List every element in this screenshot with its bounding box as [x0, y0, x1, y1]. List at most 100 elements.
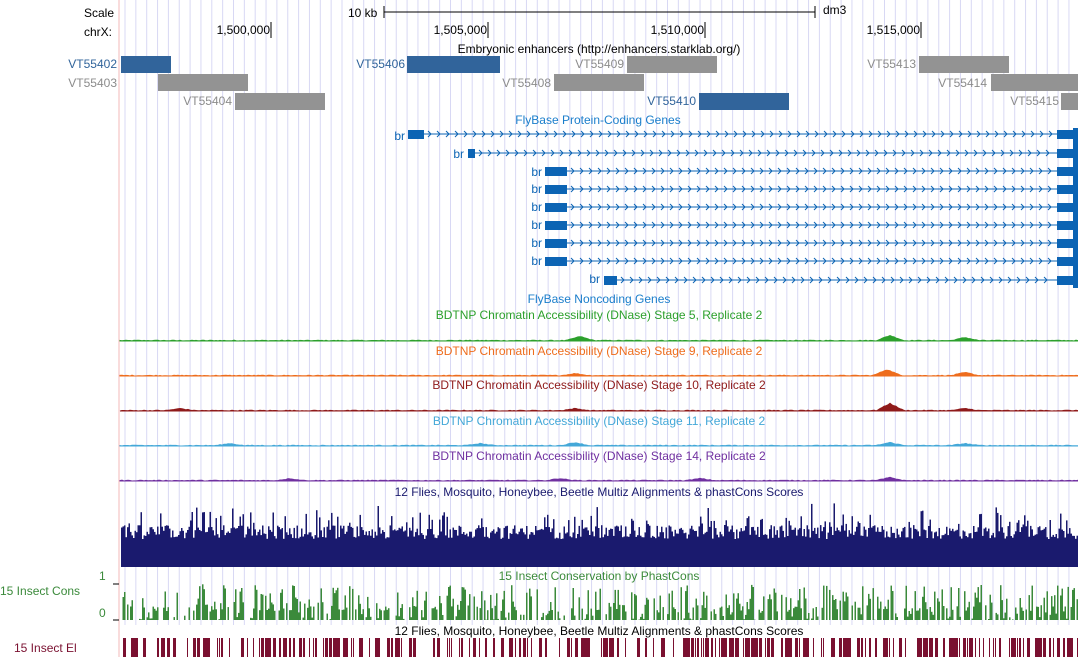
conserved-element [955, 638, 958, 657]
gene-label[interactable]: br [531, 165, 542, 179]
strand-arrow [595, 149, 600, 157]
multiz-bar [755, 534, 757, 567]
strand-arrow [948, 203, 953, 211]
gene-label[interactable]: br [531, 254, 542, 268]
enhancer-label[interactable]: VT55403 [68, 76, 117, 90]
multiz-bar [748, 516, 750, 567]
enhancer-label[interactable]: VT55414 [938, 76, 987, 90]
strand-arrow [588, 221, 593, 229]
multiz-bar [901, 531, 903, 567]
strand-arrow [831, 221, 836, 229]
phastcons-side-label[interactable]: 15 Insect Cons [0, 584, 81, 598]
phastcons-bar [293, 586, 295, 620]
enhancer-track-title[interactable]: Embryonic enhancers (http://enhancers.st… [457, 42, 741, 56]
enhancer-feature[interactable] [919, 56, 1009, 73]
multiz-bar [757, 526, 759, 567]
multiz-bar [470, 531, 472, 567]
multiz-bar [770, 525, 772, 567]
enhancer-feature[interactable] [991, 74, 1078, 91]
gene-label[interactable]: br [531, 218, 542, 232]
phastcons-bar [790, 598, 792, 620]
dnase-track-title[interactable]: BDTNP Chromatin Accessibility (DNase) St… [435, 308, 763, 322]
multiz-bar [142, 539, 144, 567]
elements-track-title[interactable]: 12 Flies, Mosquito, Honeybee, Beetle Mul… [394, 624, 804, 638]
gene-label[interactable]: br [531, 200, 542, 214]
phastcons-bar [836, 609, 838, 620]
enhancer-feature[interactable] [121, 56, 171, 73]
strand-arrow [769, 130, 774, 138]
strand-arrow [840, 257, 845, 265]
multiz-bar [163, 530, 165, 567]
enhancer-feature[interactable] [407, 56, 500, 73]
noncoding-track-title[interactable]: FlyBase Noncoding Genes [527, 292, 671, 306]
strand-arrow [739, 149, 744, 157]
gene-label[interactable]: br [531, 182, 542, 196]
gene-label[interactable]: br [453, 147, 464, 161]
strand-arrow [903, 221, 908, 229]
dnase-track-title[interactable]: BDTNP Chromatin Accessibility (DNase) St… [432, 414, 766, 428]
strand-arrow [966, 221, 971, 229]
conserved-element [473, 638, 476, 657]
elements-side-label[interactable]: 15 Insect El [14, 641, 77, 655]
genes-track-title[interactable]: FlyBase Protein-Coding Genes [515, 113, 681, 127]
multiz-bar [376, 535, 378, 567]
enhancer-label[interactable]: VT55415 [1010, 94, 1059, 108]
enhancer-label[interactable]: VT55402 [68, 57, 117, 71]
exon [545, 185, 567, 194]
conserved-element [785, 638, 788, 657]
multiz-bar [565, 533, 567, 567]
strand-arrow [931, 130, 936, 138]
strand-arrow [651, 239, 656, 247]
strand-arrow [886, 130, 891, 138]
enhancer-feature[interactable] [235, 93, 325, 110]
dnase-track-title[interactable]: BDTNP Chromatin Accessibility (DNase) St… [432, 378, 766, 392]
multiz-bar [619, 530, 621, 567]
strand-arrow [958, 130, 963, 138]
multiz-bar [196, 507, 198, 567]
multiz-track-title[interactable]: 12 Flies, Mosquito, Honeybee, Beetle Mul… [394, 485, 804, 499]
dnase-track-title[interactable]: BDTNP Chromatin Accessibility (DNase) St… [435, 344, 763, 358]
multiz-bar [733, 532, 735, 567]
phastcons-bar [866, 605, 868, 620]
strand-arrow [912, 167, 917, 175]
phastcons-bar [202, 584, 204, 620]
dnase-track-title[interactable]: BDTNP Chromatin Accessibility (DNase) St… [432, 449, 766, 463]
enhancer-label[interactable]: VT55410 [647, 94, 696, 108]
enhancer-label[interactable]: VT55406 [356, 57, 405, 71]
phastcons-bar [736, 598, 738, 620]
phastcons-track-title[interactable]: 15 Insect Conservation by PhastCons [498, 569, 700, 583]
enhancer-label[interactable]: VT55413 [867, 57, 916, 71]
strand-arrow [928, 149, 933, 157]
conserved-element [753, 638, 756, 657]
conserved-element [217, 638, 218, 657]
multiz-bar [772, 537, 774, 567]
phastcons-bar [341, 609, 343, 620]
phastcons-bar [1064, 606, 1066, 620]
multiz-bar [644, 532, 646, 567]
enhancer-feature[interactable] [627, 56, 717, 73]
enhancer-label[interactable]: VT55409 [575, 57, 624, 71]
gene-label[interactable]: br [589, 272, 600, 286]
conserved-element [519, 638, 521, 657]
multiz-bar [499, 528, 501, 567]
enhancer-feature[interactable] [554, 74, 644, 91]
enhancer-label[interactable]: VT55408 [502, 76, 551, 90]
multiz-bar [1058, 528, 1060, 567]
enhancer-label[interactable]: VT55404 [183, 94, 232, 108]
gene-label[interactable]: br [394, 129, 405, 143]
conserved-element [205, 638, 207, 657]
phastcons-bar [919, 608, 921, 620]
strand-arrow [1020, 221, 1025, 229]
scale-value: 10 kb [348, 6, 378, 20]
multiz-bar [383, 532, 385, 567]
enhancer-feature[interactable] [1061, 93, 1078, 110]
conserved-element [325, 638, 328, 657]
multiz-bar [539, 529, 541, 567]
strand-arrow [775, 149, 780, 157]
strand-arrow [714, 167, 719, 175]
enhancer-feature[interactable] [699, 93, 789, 110]
gene-label[interactable]: br [531, 236, 542, 250]
enhancer-feature[interactable] [158, 74, 248, 91]
multiz-bar [458, 525, 460, 567]
